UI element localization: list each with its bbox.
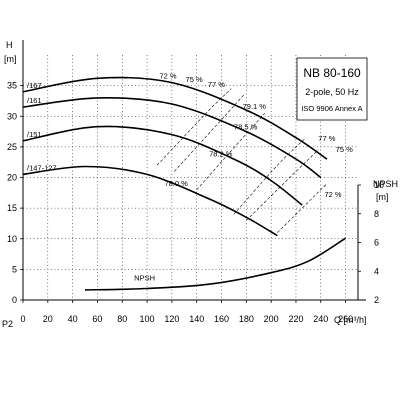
y-left-tick-label: 25 bbox=[7, 142, 17, 152]
x-axis-label: Q [m³/h] bbox=[334, 315, 367, 325]
y-right-tick-label: 6 bbox=[374, 238, 379, 248]
y-right-tick-label: 4 bbox=[374, 266, 379, 276]
y-left-tick-label: 30 bbox=[7, 111, 17, 121]
efficiency-label: 72 % bbox=[159, 71, 176, 80]
x-tick-label: 40 bbox=[68, 314, 78, 324]
efficiency-lines bbox=[156, 88, 328, 233]
head-curve bbox=[22, 125, 303, 206]
y-left-tick-label: 0 bbox=[12, 295, 17, 305]
x-tick-label: 20 bbox=[43, 314, 53, 324]
x-tick-label: 180 bbox=[239, 314, 254, 324]
efficiency-label: 77 % bbox=[318, 134, 335, 143]
head-curves bbox=[22, 76, 347, 291]
x-tick-label: 240 bbox=[313, 314, 328, 324]
plot-frame bbox=[20, 40, 366, 303]
npsh-curve bbox=[84, 237, 347, 291]
efficiency-label: 75 % bbox=[186, 75, 203, 84]
x-tick-label: 0 bbox=[20, 314, 25, 324]
y-right-label: NPSH bbox=[373, 179, 398, 189]
head-curve bbox=[22, 76, 328, 160]
efficiency-line bbox=[277, 183, 328, 233]
title-model: NB 80-160 bbox=[303, 66, 361, 80]
series-label: /151 bbox=[27, 130, 42, 139]
efficiency-label: 77 % bbox=[208, 80, 225, 89]
x-tick-label: 80 bbox=[117, 314, 127, 324]
x-tick-label: 220 bbox=[288, 314, 303, 324]
title-box: NB 80-160 2-pole, 50 Hz ISO 9906 Annex A bbox=[296, 57, 368, 121]
title-box-frame bbox=[296, 57, 368, 121]
efficiency-label: 78.2 % bbox=[209, 150, 233, 159]
y-left-unit: [m] bbox=[4, 54, 17, 64]
efficiency-label: 75 % bbox=[336, 145, 353, 154]
efficiency-label: 72 % bbox=[325, 190, 342, 199]
y-left-label: H bbox=[6, 40, 13, 50]
y-left-tick-label: 15 bbox=[7, 203, 17, 213]
efficiency-line bbox=[233, 137, 307, 215]
x-tick-label: 60 bbox=[92, 314, 102, 324]
x-tick-label: 260 bbox=[338, 314, 353, 324]
y-left-tick-label: 20 bbox=[7, 173, 17, 183]
efficiency-line bbox=[174, 94, 245, 172]
efficiency-label: 79.1 % bbox=[243, 102, 267, 111]
x-tick-label: 160 bbox=[214, 314, 229, 324]
npsh-curve-label: NPSH bbox=[134, 274, 155, 283]
series-label: /161 bbox=[27, 96, 42, 105]
title-standard: ISO 9906 Annex A bbox=[301, 104, 362, 113]
x-tick-label: 100 bbox=[140, 314, 155, 324]
y-right-tick-label: 8 bbox=[374, 209, 379, 219]
x-tick-label: 140 bbox=[189, 314, 204, 324]
y-left-tick-label: 10 bbox=[7, 234, 17, 244]
y-left-tick-label: 35 bbox=[7, 81, 17, 91]
efficiency-label: 78.5 % bbox=[234, 123, 258, 132]
efficiency-line bbox=[156, 88, 232, 166]
efficiency-label: 78.0 % bbox=[164, 179, 188, 188]
series-label: /167 bbox=[27, 81, 42, 90]
efficiency-line bbox=[246, 149, 319, 221]
y-right-tick-label: 2 bbox=[374, 295, 379, 305]
y-right-unit: [m] bbox=[376, 192, 389, 202]
y-left-tick-label: 5 bbox=[12, 264, 17, 274]
efficiency-line bbox=[196, 113, 266, 190]
title-spec: 2-pole, 50 Hz bbox=[305, 87, 359, 97]
head-curve bbox=[22, 165, 278, 237]
x-tick-label: 200 bbox=[264, 314, 279, 324]
p2-label: P2 bbox=[2, 319, 13, 329]
series-label: /147-127 bbox=[27, 163, 57, 172]
x-tick-label: 120 bbox=[164, 314, 179, 324]
head-curve bbox=[22, 96, 322, 179]
y-right-tick-label: 10 bbox=[374, 180, 384, 190]
